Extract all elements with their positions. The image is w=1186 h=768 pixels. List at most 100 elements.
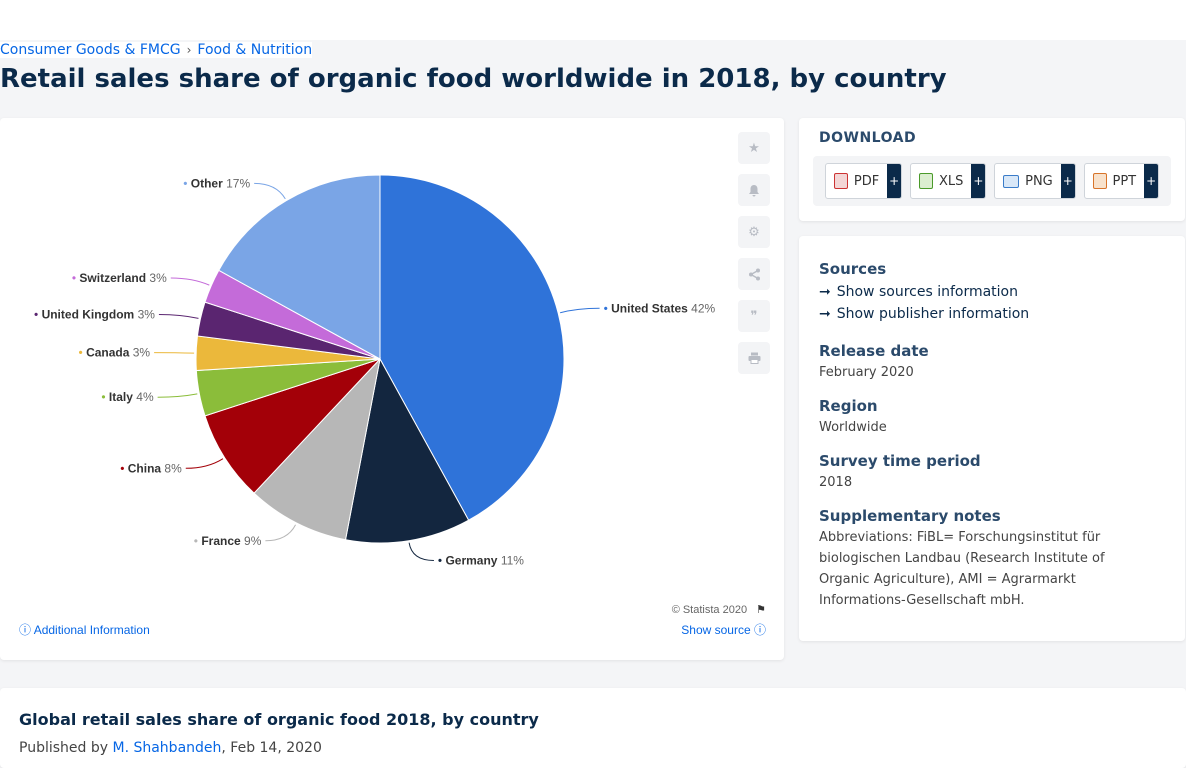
connector-line <box>157 393 198 398</box>
sources-title: Sources <box>819 260 887 278</box>
pie-slice-france[interactable] <box>253 357 381 541</box>
supplementary-notes-value: Abbreviations: FiBL= Forschungsinstitut … <box>819 530 1105 608</box>
legend-dot: • <box>72 271 80 285</box>
data-label: • Canada 3% <box>79 346 151 360</box>
connector-line <box>158 313 199 319</box>
author-link[interactable]: M. Shahbandeh <box>112 740 222 756</box>
copyright: © Statista 2020 ⚑ <box>671 604 766 616</box>
sources-section: Sources ➞ Show sources information ➞ Sho… <box>819 260 1029 322</box>
data-label-value: 8% <box>164 461 182 475</box>
legend-dot: • <box>79 346 87 360</box>
release-date-title: Release date <box>819 342 929 360</box>
data-label-name: Switzerland <box>79 271 149 285</box>
show-sources-link[interactable]: ➞ Show sources information <box>819 284 1018 300</box>
page-title: Retail sales share of organic food world… <box>0 64 947 94</box>
survey-period-section: Survey time period 2018 <box>819 452 981 493</box>
breadcrumb: Consumer Goods & FMCG › Food & Nutrition <box>0 42 313 58</box>
supplementary-notes-title: Supplementary notes <box>819 507 1001 525</box>
legend-dot: • <box>438 553 446 567</box>
survey-period-title: Survey time period <box>819 452 981 470</box>
top-bar <box>0 0 1186 40</box>
connector-line <box>254 182 286 200</box>
legend-dot: • <box>101 390 109 404</box>
pie-slice-germany[interactable] <box>344 357 470 544</box>
info-icon: ⓘ <box>753 623 766 637</box>
arrow-right-icon: ➞ <box>819 306 831 322</box>
supplementary-notes-section: Supplementary notes Abbreviations: FiBL=… <box>819 507 1159 611</box>
pdf-file-icon <box>833 173 848 189</box>
legend-dot: • <box>194 534 202 548</box>
info-icon: ⓘ <box>19 623 32 637</box>
download-png-button[interactable]: PNG + <box>994 163 1076 199</box>
statistic-summary-title: Global retail sales share of organic foo… <box>19 710 539 729</box>
published-by: Published by M. Shahbandeh, Feb 14, 2020 <box>19 740 322 756</box>
legend-dot: • <box>34 307 42 321</box>
data-label-name: Italy <box>109 390 136 404</box>
arrow-right-icon: ➞ <box>819 284 831 300</box>
show-source-link[interactable]: Show source ⓘ <box>681 623 766 637</box>
chart-tools: ★ ⚙ ❞ <box>738 132 770 374</box>
show-publisher-link[interactable]: ➞ Show publisher information <box>819 306 1030 322</box>
download-title: DOWNLOAD <box>819 130 917 146</box>
data-label-name: United States <box>611 301 691 315</box>
statistic-summary-card: Global retail sales share of organic foo… <box>0 688 1186 768</box>
pie-slice-china[interactable] <box>204 358 381 494</box>
data-label-value: 3% <box>133 346 151 360</box>
connector-line <box>408 542 434 561</box>
print-icon[interactable] <box>738 342 770 374</box>
chevron-right-icon: › <box>186 43 192 57</box>
region-section: Region Worldwide <box>819 397 887 438</box>
data-label-value: 17% <box>226 176 250 190</box>
flag-icon[interactable]: ⚑ <box>756 604 766 616</box>
data-label-value: 9% <box>244 534 262 548</box>
bell-icon[interactable] <box>738 174 770 206</box>
star-icon[interactable]: ★ <box>738 132 770 164</box>
data-label-name: China <box>128 461 165 475</box>
download-pdf-button[interactable]: PDF + <box>824 163 903 199</box>
legend-dot: • <box>120 461 128 475</box>
png-file-icon <box>1003 174 1020 188</box>
share-icon[interactable] <box>738 258 770 290</box>
data-label-name: Canada <box>86 346 133 360</box>
data-label: • Germany 11% <box>438 553 524 567</box>
pie-slice-united-states[interactable] <box>379 174 565 521</box>
gear-icon[interactable]: ⚙ <box>738 216 770 248</box>
data-label: • United Kingdom 3% <box>34 307 155 321</box>
data-label-name: Other <box>191 176 226 190</box>
connector-line <box>560 307 600 314</box>
data-label-name: United Kingdom <box>42 307 138 321</box>
quote-icon[interactable]: ❞ <box>738 300 770 332</box>
ppt-file-icon <box>1092 173 1107 189</box>
chart-card: • United States 42% • Germany 11% • France… <box>0 118 784 660</box>
legend-dot: • <box>183 176 191 190</box>
survey-period-value: 2018 <box>819 475 853 490</box>
download-ppt-button[interactable]: PPT + <box>1083 163 1160 199</box>
xls-file-icon <box>918 173 933 189</box>
connector-line <box>154 352 195 354</box>
connector-line <box>185 458 224 469</box>
data-label-name: France <box>201 534 244 548</box>
data-label: • Other 17% <box>183 176 250 190</box>
statistic-info-card: Sources ➞ Show sources information ➞ Sho… <box>799 236 1185 641</box>
region-value: Worldwide <box>819 420 887 435</box>
data-label-name: Germany <box>445 553 500 567</box>
release-date-value: February 2020 <box>819 365 914 380</box>
breadcrumb-item-consumer-goods[interactable]: Consumer Goods & FMCG <box>0 42 181 58</box>
data-label-value: 11% <box>501 553 524 567</box>
data-label: • Switzerland 3% <box>72 271 167 285</box>
legend-dot: • <box>604 301 612 315</box>
connector-line <box>265 524 297 542</box>
data-label-value: 42% <box>691 301 715 315</box>
download-buttons: PDF + XLS + PNG + PPT + <box>813 156 1171 206</box>
additional-info-link[interactable]: ⓘ Additional Information <box>19 623 150 637</box>
pie-chart: • United States 42%• Germany 11%• France… <box>34 174 716 567</box>
download-xls-button[interactable]: XLS + <box>909 163 987 199</box>
data-label-value: 3% <box>149 271 167 285</box>
breadcrumb-item-food-nutrition[interactable]: Food & Nutrition <box>197 42 313 58</box>
release-date-section: Release date February 2020 <box>819 342 929 383</box>
download-card: DOWNLOAD PDF + XLS + PNG + PPT + <box>799 118 1185 221</box>
data-label-value: 3% <box>138 307 156 321</box>
connector-line <box>170 277 210 286</box>
data-label: • China 8% <box>120 461 182 475</box>
pie-slice-other[interactable] <box>218 174 381 360</box>
